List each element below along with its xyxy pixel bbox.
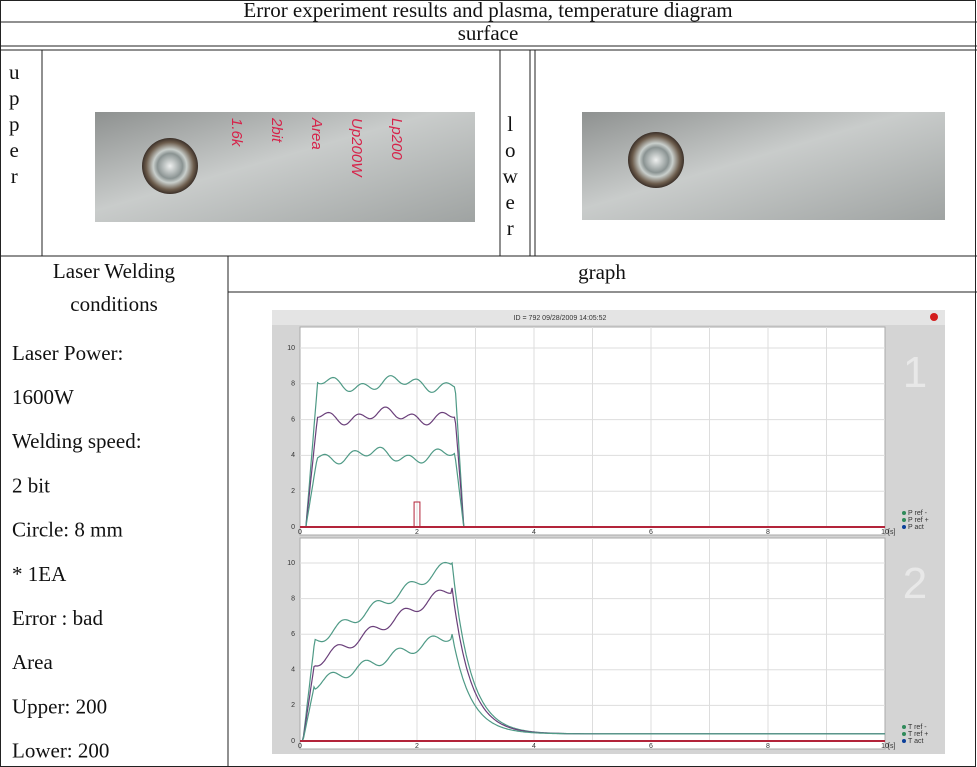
legend-dot [902,732,906,736]
legend-dot [902,511,906,515]
handwritten-note: Lp200 [388,118,405,160]
conditions-title: conditions [70,292,158,316]
condition-line: Upper: 200 [12,694,107,718]
legend-label: P act [908,524,924,531]
upper-photo [95,112,475,222]
x-tick-label: 4 [532,743,536,750]
x-unit: [s] [888,529,895,536]
conditions: Laser Power: 1600W Welding speed: 2 bit Circ… [12,341,142,763]
screen-id: ID = 792 09/28/2009 14:05:52 [514,315,607,322]
condition-line: 1600W [12,385,74,409]
legend-dot [902,725,906,729]
x-tick-label: 2 [415,743,419,750]
y-tick-label: 8 [291,595,295,602]
condition-line: Area [12,650,53,674]
lower-label: lower [498,112,522,242]
x-tick-label: 6 [649,743,653,750]
legend-label: T act [908,738,923,745]
x-tick-label: 6 [649,529,653,536]
x-tick-label: 8 [766,529,770,536]
x-tick-label: 0 [298,743,302,750]
y-tick-label: 0 [291,738,295,745]
legend-dot [902,518,906,522]
condition-line: 2 bit [12,473,50,497]
y-tick-label: 4 [291,452,295,459]
graph-title: graph [578,260,626,284]
condition-line: Welding speed: [12,429,142,453]
x-tick-label: 8 [766,743,770,750]
panel-number: 2 [903,559,927,608]
y-tick-label: 0 [291,524,295,531]
title: Error experiment results and plasma, tem… [243,0,732,22]
condition-line: Lower: 200 [12,739,109,763]
x-tick-label: 10 [881,529,889,536]
y-tick-label: 10 [287,345,295,352]
pulse [413,501,421,527]
x-tick-label: 10 [881,743,889,750]
legend-dot [902,739,906,743]
handwritten-note: Area [308,117,325,150]
condition-line: Error : bad [12,606,103,630]
x-unit: [s] [888,743,895,750]
legend-label: T ref + [908,731,928,738]
y-tick-label: 6 [291,631,295,638]
condition-line: Circle: 8 mm [12,518,123,542]
legend-label: P ref - [908,510,928,517]
curve [300,634,885,742]
handwritten-note: Up200W [348,118,365,178]
upper-label: upper [2,60,26,190]
handwritten-note: 1.6k [228,118,245,148]
condition-line: Laser Power: [12,341,123,365]
panel-number: 1 [903,348,927,397]
lower-photo [582,112,945,220]
y-tick-label: 10 [287,560,295,567]
handwritten-note: 2bit [268,117,285,143]
x-tick-label: 4 [532,529,536,536]
legend-label: P ref + [908,517,929,524]
legend-label: T ref - [908,724,927,731]
condition-line: * 1EA [12,562,67,586]
conditions-title: Laser Welding [53,259,176,283]
section-label: surface [458,21,519,45]
x-tick-label: 2 [415,529,419,536]
y-tick-label: 6 [291,416,295,423]
x-tick-label: 0 [298,529,302,536]
y-tick-label: 8 [291,381,295,388]
handwriting: 1.6k 2bit Area Up200W Lp200 [228,117,405,178]
legend-dot [902,525,906,529]
y-tick-label: 4 [291,667,295,674]
y-tick-label: 2 [291,488,295,495]
y-tick-label: 2 [291,702,295,709]
